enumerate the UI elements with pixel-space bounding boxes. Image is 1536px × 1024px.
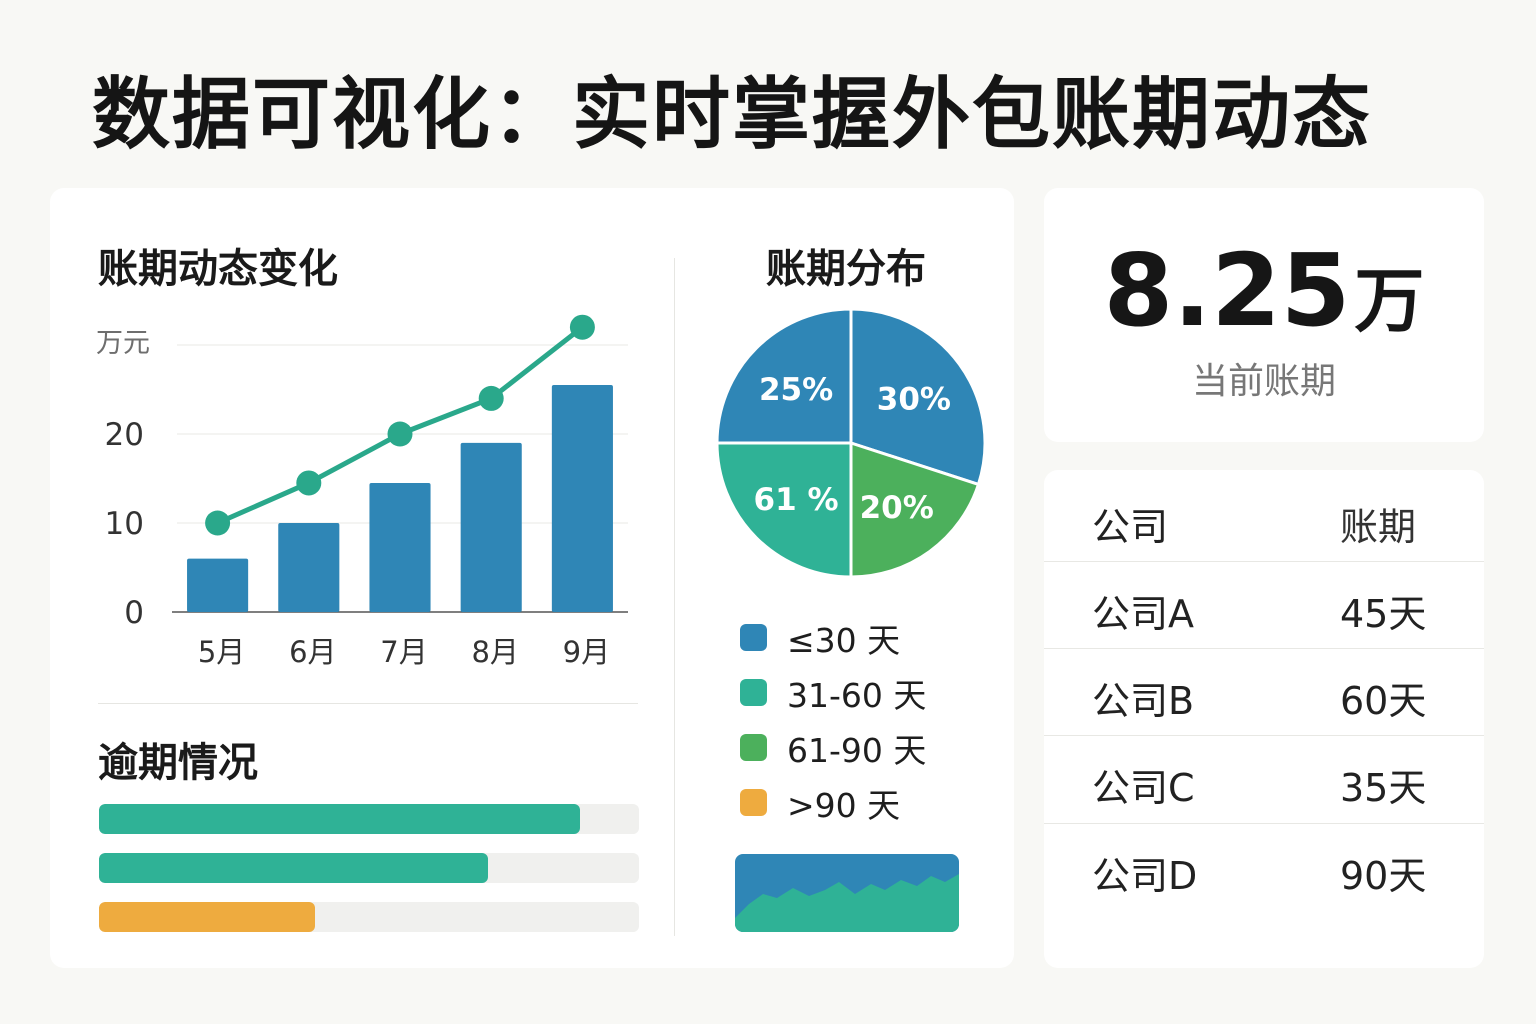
bar	[460, 442, 522, 612]
pie-slice	[715, 307, 853, 445]
mini-area-chart	[735, 854, 959, 932]
header-term: 账期	[1340, 505, 1417, 549]
row-divider	[1044, 561, 1484, 562]
y-tick-label: 20	[105, 417, 144, 453]
header-company: 公司	[1092, 505, 1169, 549]
legend-label: 31-60 天	[787, 675, 927, 715]
legend-label: 61-90 天	[787, 730, 927, 770]
progress-track	[99, 804, 639, 834]
bar	[187, 558, 249, 612]
progress-track	[99, 902, 639, 932]
pie-slice-label: 61 %	[754, 482, 839, 518]
company-table	[1044, 470, 1484, 968]
legend-swatch	[740, 789, 767, 816]
progress-fill	[99, 804, 580, 834]
kpi-unit: 万	[1354, 260, 1425, 342]
page-title: 数据可视化：实时掌握外包账期动态	[92, 70, 1373, 160]
progress-track	[99, 853, 639, 883]
kpi-card	[1044, 188, 1484, 442]
kpi-number: 8.25	[1103, 232, 1351, 349]
trend-point	[569, 314, 595, 340]
company-name: 公司C	[1092, 766, 1195, 810]
row-divider	[1044, 735, 1484, 736]
x-tick-label: 5月	[198, 635, 245, 669]
legend-item: 61-90 天	[740, 720, 1000, 775]
distribution-pie-chart: 30% 20% 61 % 25%	[715, 307, 987, 579]
trend-chart: 万元 0 10 20 5月 6月 7月 8月 9月	[96, 314, 628, 669]
table-row: 公司A 45天	[1044, 563, 1484, 649]
y-tick-label: 0	[124, 595, 144, 631]
company-name: 公司A	[1092, 592, 1194, 636]
legend-item: ≤30 天	[740, 610, 1000, 665]
bar	[551, 385, 613, 612]
pie-slice	[849, 441, 980, 579]
legend-label: >90 天	[787, 785, 901, 825]
distribution-heading: 账期分布	[766, 246, 926, 292]
table-row: 公司D 90天	[1044, 825, 1484, 911]
row-divider	[1044, 648, 1484, 649]
table-header: 公司 账期	[1044, 476, 1484, 562]
pie-slice-label: 30%	[877, 381, 951, 417]
bar	[369, 482, 431, 612]
mini-chart-area	[735, 874, 959, 932]
x-tick-label: 8月	[471, 635, 518, 669]
term-value: 45天	[1340, 592, 1427, 636]
row-divider	[1044, 823, 1484, 824]
trend-point	[205, 510, 231, 536]
trend-point	[478, 385, 504, 411]
legend-label: ≤30 天	[787, 620, 901, 660]
x-tick-label: 9月	[563, 635, 610, 669]
y-tick-label: 10	[105, 506, 144, 542]
term-value: 35天	[1340, 766, 1427, 810]
pie-slice-label: 20%	[860, 490, 934, 526]
pie-slice-label: 25%	[759, 372, 833, 408]
term-value: 90天	[1340, 854, 1427, 898]
column-divider	[674, 258, 675, 936]
legend-swatch	[740, 624, 767, 651]
x-tick-label: 6月	[289, 635, 336, 669]
x-tick-label: 7月	[380, 635, 427, 669]
distribution-legend: ≤30 天 31-60 天 61-90 天 >90 天	[740, 610, 1000, 830]
kpi-value: 8.25万	[1044, 232, 1484, 349]
bar	[278, 523, 340, 612]
trend-point	[387, 421, 413, 447]
legend-swatch	[740, 734, 767, 761]
kpi-label: 当前账期	[1191, 361, 1336, 402]
legend-item: >90 天	[740, 775, 1000, 830]
progress-fill	[99, 853, 488, 883]
overdue-heading: 逾期情况	[98, 740, 258, 786]
pie-slice	[715, 441, 853, 579]
legend-swatch	[740, 679, 767, 706]
progress-fill	[99, 902, 315, 932]
company-name: 公司D	[1092, 854, 1198, 898]
trend-point	[296, 470, 322, 496]
section-divider	[98, 703, 638, 704]
pie-slice	[849, 307, 987, 486]
y-axis-label: 万元	[96, 328, 150, 359]
table-row: 公司B 60天	[1044, 650, 1484, 736]
term-value: 60天	[1340, 679, 1427, 723]
table-row: 公司C 35天	[1044, 737, 1484, 823]
company-name: 公司B	[1092, 679, 1195, 723]
trend-heading: 账期动态变化	[98, 246, 338, 292]
legend-item: 31-60 天	[740, 665, 1000, 720]
